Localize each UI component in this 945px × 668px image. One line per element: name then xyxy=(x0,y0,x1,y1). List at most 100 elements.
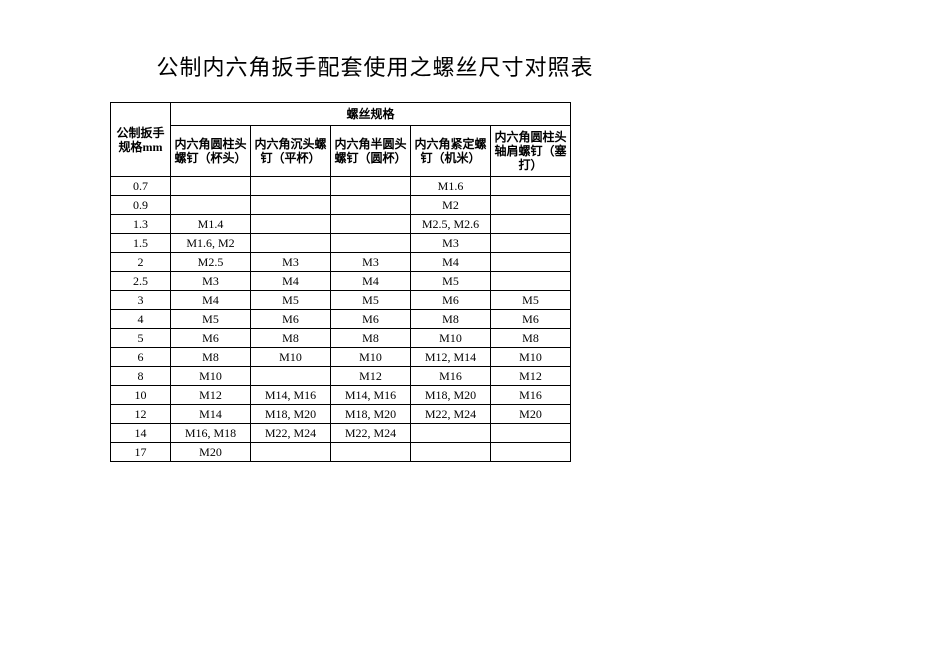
col-header-1: 内六角沉头螺钉（平杯） xyxy=(251,126,331,177)
data-cell: M6 xyxy=(251,310,331,329)
data-cell xyxy=(411,424,491,443)
data-cell: M10 xyxy=(411,329,491,348)
data-cell xyxy=(331,196,411,215)
left-column-header: 公制扳手规格mm xyxy=(111,103,171,177)
table-row: 12 M14 M18, M20 M18, M20 M22, M24 M20 xyxy=(111,405,571,424)
data-cell: M14 xyxy=(171,405,251,424)
data-cell: M6 xyxy=(411,291,491,310)
size-cell: 8 xyxy=(111,367,171,386)
size-cell: 10 xyxy=(111,386,171,405)
data-cell: M2 xyxy=(411,196,491,215)
table-row: 5 M6 M8 M8 M10 M8 xyxy=(111,329,571,348)
header-row-1: 公制扳手规格mm 螺丝规格 xyxy=(111,103,571,126)
data-cell: M16 xyxy=(491,386,571,405)
data-cell: M22, M24 xyxy=(411,405,491,424)
data-cell xyxy=(491,215,571,234)
data-cell: M12 xyxy=(331,367,411,386)
data-cell xyxy=(331,443,411,462)
data-cell xyxy=(251,443,331,462)
table-row: 2.5 M3 M4 M4 M5 xyxy=(111,272,571,291)
size-cell: 2.5 xyxy=(111,272,171,291)
data-cell xyxy=(491,443,571,462)
size-cell: 12 xyxy=(111,405,171,424)
data-cell: M16, M18 xyxy=(171,424,251,443)
table-row: 6 M8 M10 M10 M12, M14 M10 xyxy=(111,348,571,367)
data-cell: M4 xyxy=(331,272,411,291)
spec-table: 公制扳手规格mm 螺丝规格 内六角圆柱头螺钉（杯头） 内六角沉头螺钉（平杯） 内… xyxy=(110,102,571,462)
size-cell: 6 xyxy=(111,348,171,367)
size-cell: 14 xyxy=(111,424,171,443)
data-cell: M12 xyxy=(491,367,571,386)
table-body: 0.7 M1.6 0.9 M2 1.3 M1.4 M2.5, M2. xyxy=(111,177,571,462)
table-row: 8 M10 M12 M16 M12 xyxy=(111,367,571,386)
data-cell: M16 xyxy=(411,367,491,386)
data-cell xyxy=(171,196,251,215)
table-row: 3 M4 M5 M5 M6 M5 xyxy=(111,291,571,310)
data-cell: M5 xyxy=(251,291,331,310)
data-cell xyxy=(491,196,571,215)
size-cell: 2 xyxy=(111,253,171,272)
data-cell xyxy=(331,177,411,196)
data-cell: M12, M14 xyxy=(411,348,491,367)
data-cell: M3 xyxy=(251,253,331,272)
group-column-header: 螺丝规格 xyxy=(171,103,571,126)
data-cell: M2.5, M2.6 xyxy=(411,215,491,234)
data-cell xyxy=(411,443,491,462)
data-cell: M5 xyxy=(411,272,491,291)
data-cell: M22, M24 xyxy=(251,424,331,443)
data-cell xyxy=(171,177,251,196)
data-cell: M8 xyxy=(491,329,571,348)
col-header-0: 内六角圆柱头螺钉（杯头） xyxy=(171,126,251,177)
table-row: 1.5 M1.6, M2 M3 xyxy=(111,234,571,253)
data-cell xyxy=(331,234,411,253)
table-header: 公制扳手规格mm 螺丝规格 内六角圆柱头螺钉（杯头） 内六角沉头螺钉（平杯） 内… xyxy=(111,103,571,177)
data-cell: M10 xyxy=(171,367,251,386)
data-cell: M18, M20 xyxy=(331,405,411,424)
table-row: 4 M5 M6 M6 M8 M6 xyxy=(111,310,571,329)
data-cell: M4 xyxy=(411,253,491,272)
data-cell: M14, M16 xyxy=(331,386,411,405)
table-row: 14 M16, M18 M22, M24 M22, M24 xyxy=(111,424,571,443)
data-cell xyxy=(251,215,331,234)
data-cell: M14, M16 xyxy=(251,386,331,405)
col-header-3: 内六角紧定螺钉（机米） xyxy=(411,126,491,177)
data-cell: M22, M24 xyxy=(331,424,411,443)
table-row: 2 M2.5 M3 M3 M4 xyxy=(111,253,571,272)
data-cell: M18, M20 xyxy=(411,386,491,405)
data-cell: M8 xyxy=(251,329,331,348)
data-cell: M10 xyxy=(251,348,331,367)
data-cell: M4 xyxy=(251,272,331,291)
data-cell: M2.5 xyxy=(171,253,251,272)
data-cell: M6 xyxy=(171,329,251,348)
table-row: 0.7 M1.6 xyxy=(111,177,571,196)
table-row: 17 M20 xyxy=(111,443,571,462)
document-page: 公制内六角扳手配套使用之螺丝尺寸对照表 公制扳手规格mm 螺丝规格 内六角圆柱头… xyxy=(0,0,945,462)
size-cell: 1.5 xyxy=(111,234,171,253)
data-cell xyxy=(491,424,571,443)
data-cell: M12 xyxy=(171,386,251,405)
data-cell xyxy=(251,234,331,253)
size-cell: 4 xyxy=(111,310,171,329)
data-cell: M10 xyxy=(331,348,411,367)
size-cell: 5 xyxy=(111,329,171,348)
data-cell xyxy=(491,272,571,291)
data-cell: M20 xyxy=(171,443,251,462)
data-cell: M10 xyxy=(491,348,571,367)
data-cell: M1.6, M2 xyxy=(171,234,251,253)
size-cell: 3 xyxy=(111,291,171,310)
data-cell: M6 xyxy=(491,310,571,329)
size-cell: 0.9 xyxy=(111,196,171,215)
data-cell: M3 xyxy=(171,272,251,291)
data-cell: M5 xyxy=(491,291,571,310)
data-cell xyxy=(491,177,571,196)
col-header-4: 内六角圆柱头轴肩螺钉（塞打） xyxy=(491,126,571,177)
data-cell: M8 xyxy=(411,310,491,329)
data-cell: M5 xyxy=(331,291,411,310)
data-cell xyxy=(251,196,331,215)
data-cell: M20 xyxy=(491,405,571,424)
data-cell: M8 xyxy=(331,329,411,348)
data-cell: M6 xyxy=(331,310,411,329)
data-cell: M1.4 xyxy=(171,215,251,234)
data-cell: M8 xyxy=(171,348,251,367)
data-cell xyxy=(491,253,571,272)
